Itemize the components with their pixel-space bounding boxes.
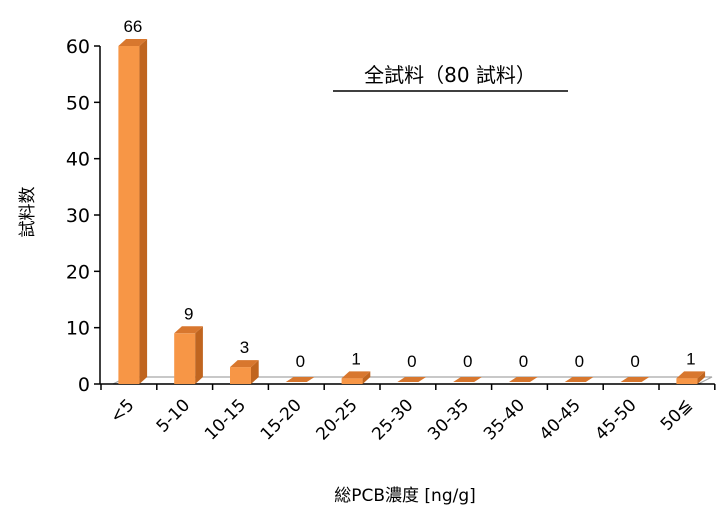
- y-tick-label: 50: [66, 92, 90, 114]
- bar-side: [362, 371, 371, 384]
- x-tick-label: 20-25: [313, 395, 362, 444]
- bar-top: [620, 377, 650, 382]
- bar-side: [251, 360, 259, 384]
- x-tick-label: 40-45: [536, 395, 585, 444]
- bar: [620, 377, 650, 382]
- data-label: 1: [351, 349, 360, 368]
- data-label: 1: [686, 349, 695, 368]
- x-tick-label: 45-50: [592, 395, 641, 444]
- data-label: 0: [407, 352, 416, 371]
- bar-front: [341, 378, 363, 384]
- bar: [676, 371, 706, 384]
- y-tick-label: 60: [66, 36, 90, 58]
- y-tick-label: 30: [66, 205, 90, 227]
- x-tick-label: <5: [107, 395, 139, 427]
- x-tick-label: 5-10: [153, 395, 194, 436]
- bar-front: [118, 46, 140, 384]
- y-tick-label: 10: [66, 318, 90, 340]
- y-tick-label: 40: [66, 149, 90, 171]
- data-label: 0: [575, 352, 584, 371]
- y-tick-label: 0: [78, 374, 90, 396]
- bar: [453, 377, 482, 382]
- chart-annotation: 全試料（80 試料）: [333, 63, 568, 92]
- bar-top: [453, 377, 482, 382]
- bar: [341, 371, 371, 384]
- bar-front: [230, 367, 251, 384]
- x-tick-label: 30-35: [424, 395, 473, 444]
- bar-top: [341, 371, 371, 379]
- data-label: 3: [240, 338, 249, 357]
- x-axis-title: 総PCB濃度 [ng/g]: [334, 486, 476, 506]
- bar-top: [285, 377, 315, 382]
- bar-top: [676, 371, 706, 379]
- bar-top: [509, 377, 538, 382]
- bar-side: [697, 371, 706, 384]
- x-tick-label: 10-15: [201, 395, 250, 444]
- data-label: 66: [123, 17, 142, 36]
- data-label: 0: [630, 352, 639, 371]
- y-tick-label: 20: [66, 261, 90, 283]
- bar: [564, 377, 594, 382]
- annotation-text: 全試料（80 試料）: [364, 63, 536, 87]
- bar-top: [397, 377, 427, 382]
- x-tick-label: 35-40: [480, 395, 529, 444]
- data-label: 9: [184, 304, 193, 323]
- bar-top: [174, 326, 203, 334]
- bar: [174, 326, 203, 384]
- bar-side: [139, 39, 148, 384]
- bar-front: [676, 378, 698, 384]
- bar: [285, 377, 315, 382]
- chart-data-labels: 66 9 3 0 1 0 0 0 0 0 1: [123, 17, 695, 371]
- bar: [509, 377, 538, 382]
- bar-side: [195, 326, 203, 384]
- chart-bars: [118, 39, 706, 384]
- bar: [397, 377, 427, 382]
- bar-top: [118, 39, 148, 46]
- bar-top: [230, 360, 259, 368]
- bar: [230, 360, 259, 384]
- bar: [118, 39, 148, 384]
- x-tick-label: 25-30: [368, 395, 417, 444]
- y-axis-title: 試料数: [18, 187, 38, 238]
- data-label: 0: [296, 352, 305, 371]
- bar-top: [564, 377, 594, 382]
- bar-front: [174, 333, 196, 384]
- data-label: 0: [519, 352, 528, 371]
- x-tick-label: 15-20: [257, 395, 306, 444]
- x-tick-label: 50≦: [657, 395, 697, 435]
- data-label: 0: [463, 352, 472, 371]
